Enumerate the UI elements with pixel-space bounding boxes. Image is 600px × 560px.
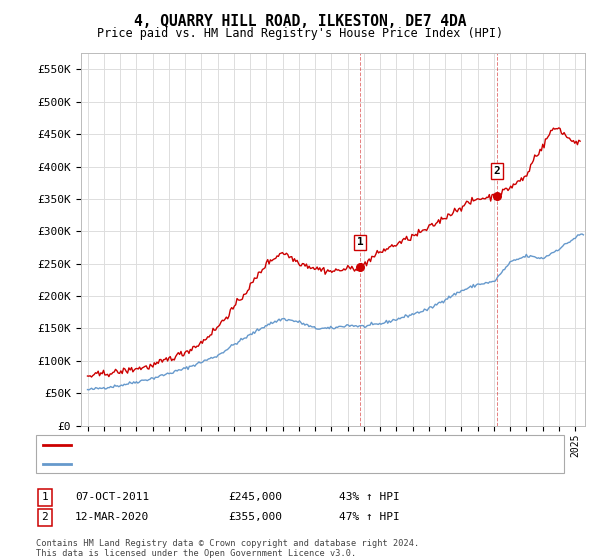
Point: [493, 191, 502, 200]
Text: 1: 1: [357, 237, 364, 248]
Text: 2: 2: [494, 166, 500, 176]
Text: Contains HM Land Registry data © Crown copyright and database right 2024.
This d: Contains HM Land Registry data © Crown c…: [36, 539, 419, 558]
Text: 4, QUARRY HILL ROAD, ILKESTON, DE7 4DA (detached house): 4, QUARRY HILL ROAD, ILKESTON, DE7 4DA (…: [75, 440, 419, 450]
Text: 07-OCT-2011: 07-OCT-2011: [75, 492, 149, 502]
Text: 1: 1: [41, 492, 49, 502]
Text: 12-MAR-2020: 12-MAR-2020: [75, 512, 149, 522]
Text: 2: 2: [41, 512, 49, 522]
Text: £245,000: £245,000: [228, 492, 282, 502]
Text: 43% ↑ HPI: 43% ↑ HPI: [339, 492, 400, 502]
Text: 47% ↑ HPI: 47% ↑ HPI: [339, 512, 400, 522]
Text: Price paid vs. HM Land Registry's House Price Index (HPI): Price paid vs. HM Land Registry's House …: [97, 27, 503, 40]
Text: HPI: Average price, detached house, Erewash: HPI: Average price, detached house, Erew…: [75, 459, 344, 469]
Point: [355, 263, 365, 272]
Text: 4, QUARRY HILL ROAD, ILKESTON, DE7 4DA: 4, QUARRY HILL ROAD, ILKESTON, DE7 4DA: [134, 14, 466, 29]
Text: £355,000: £355,000: [228, 512, 282, 522]
